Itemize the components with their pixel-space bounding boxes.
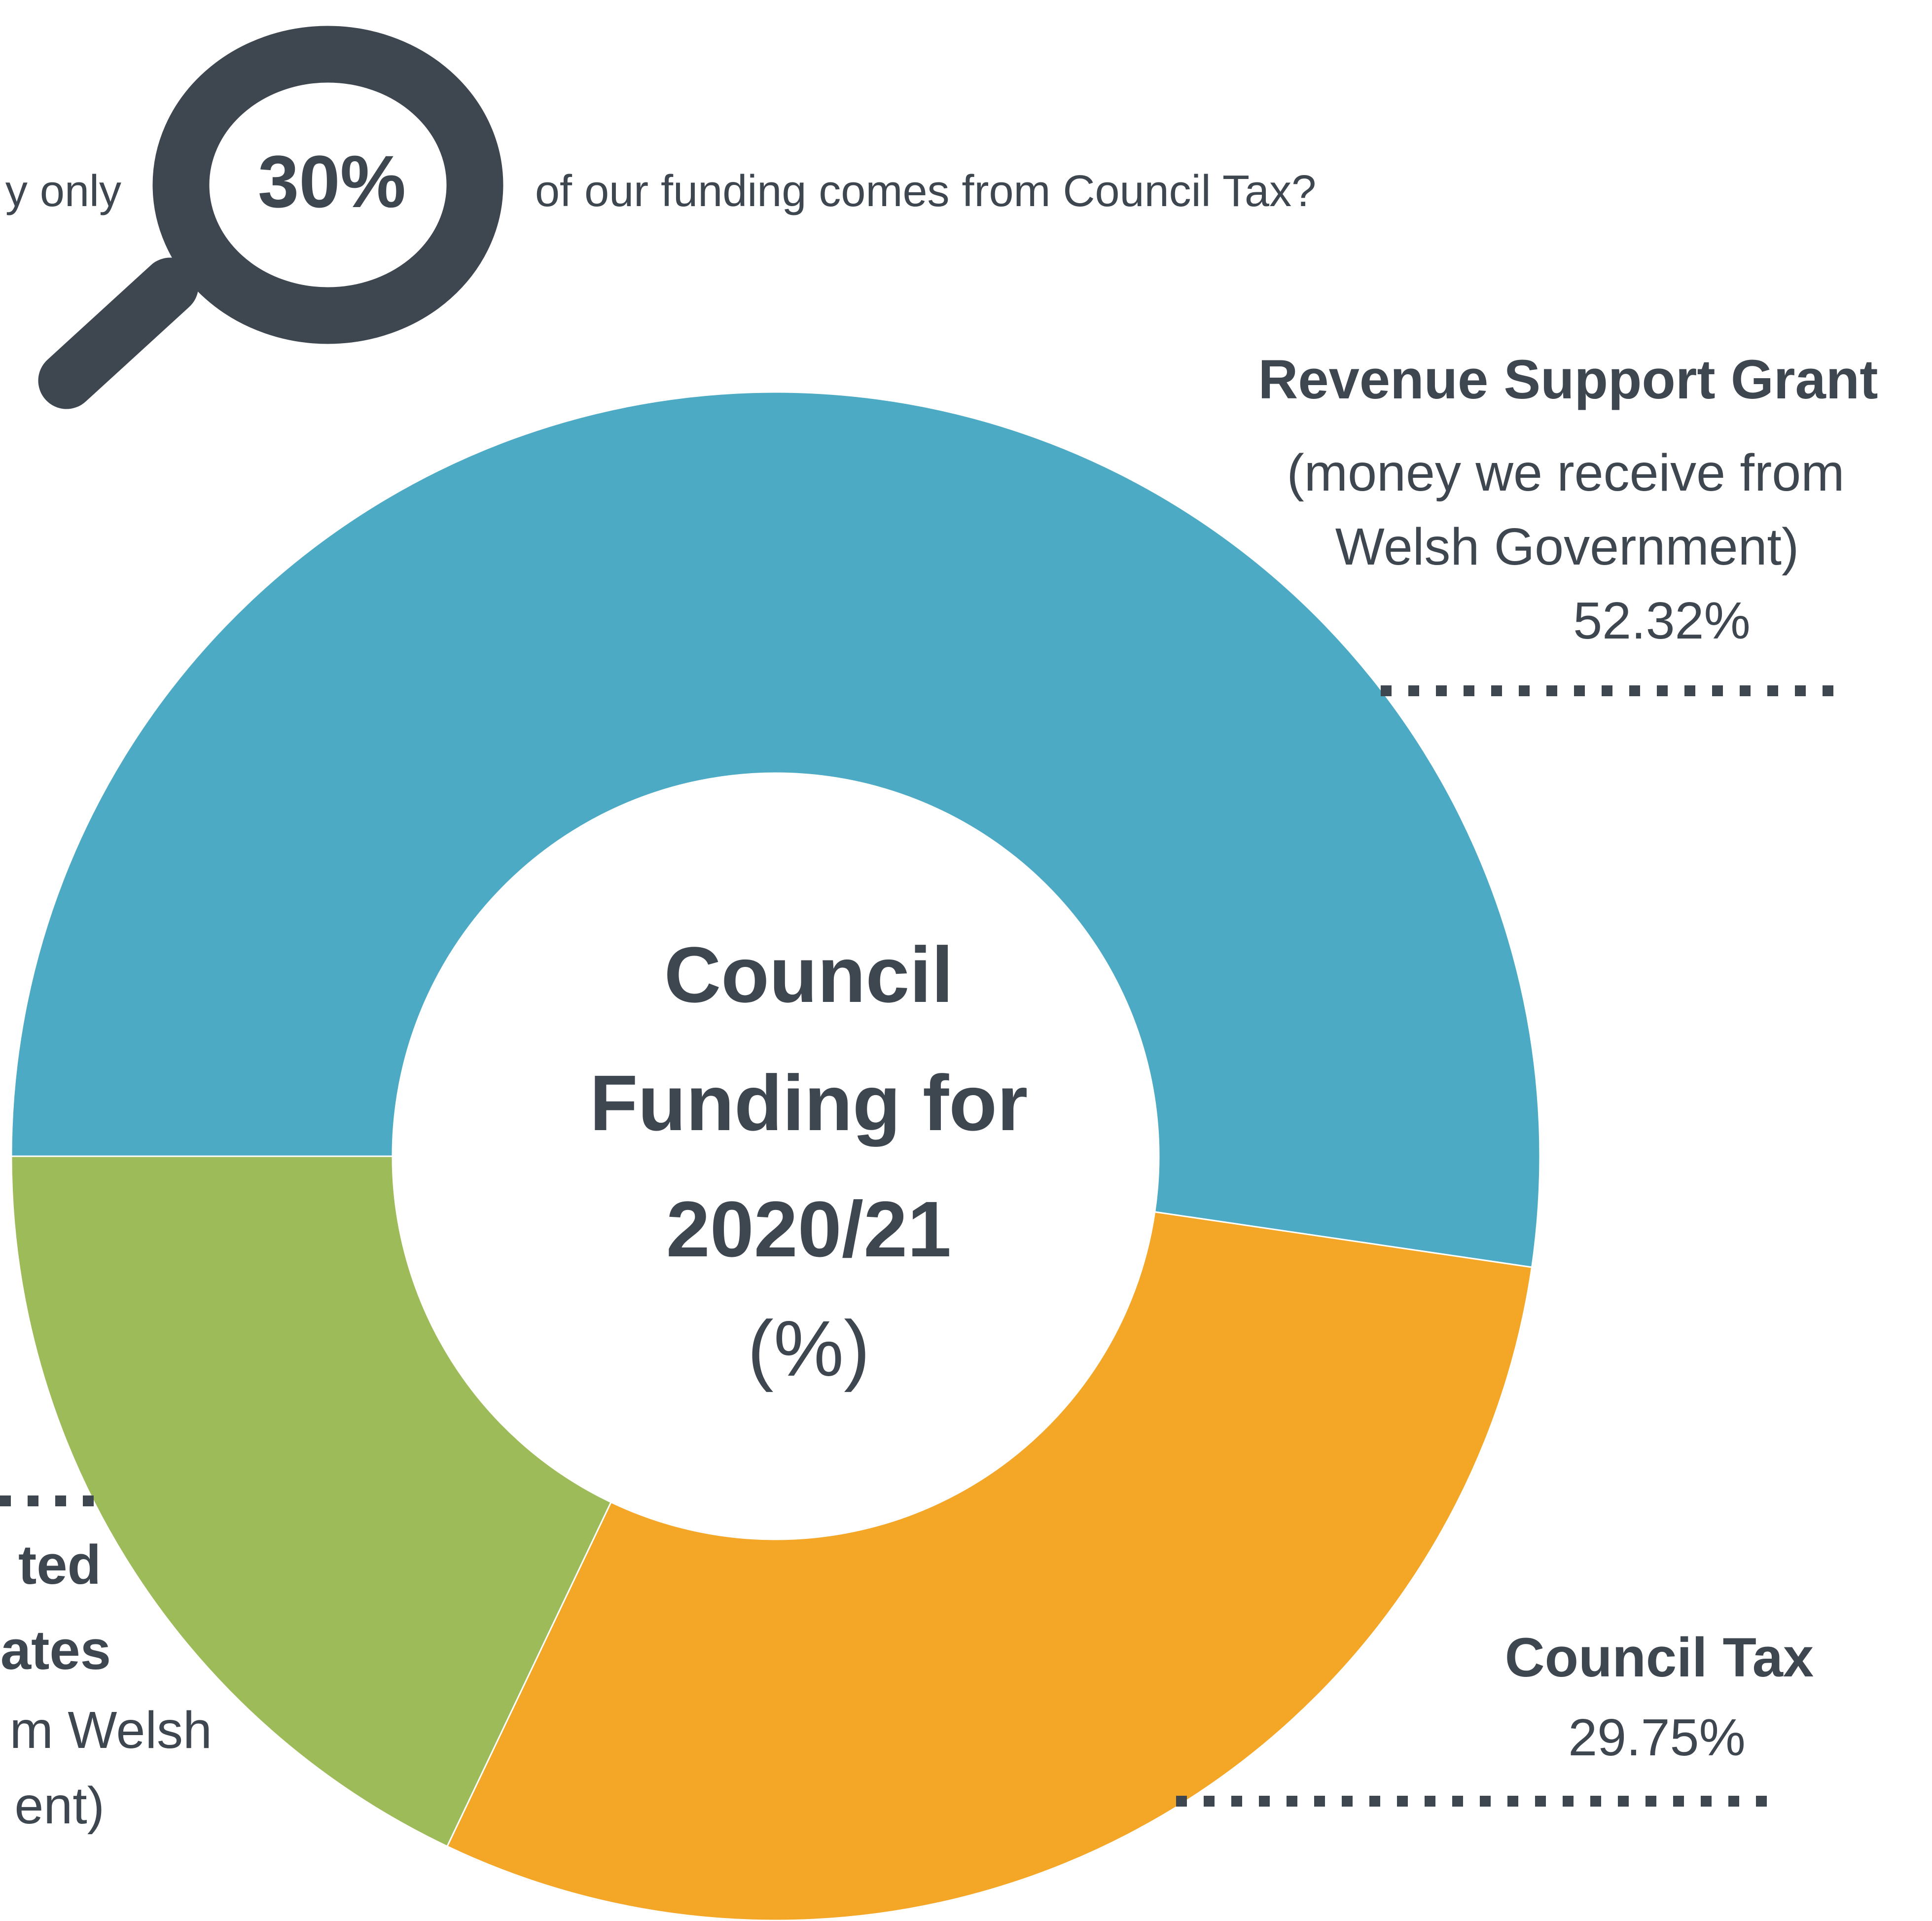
ndr-subtitle-line2: ent) <box>14 1777 105 1835</box>
donut-slice-revenue-support-grant <box>10 391 1541 1268</box>
banner-highlight: 30% <box>258 140 406 223</box>
donut-slice-council-tax <box>446 1211 1533 1921</box>
ndr-subtitle-line1: m Welsh <box>10 1701 212 1759</box>
ct-title: Council Tax <box>1505 1627 1814 1688</box>
rsg-subtitle-line2: Welsh Government) <box>1335 518 1799 576</box>
banner-suffix: of our funding comes from Council Tax? <box>535 167 1316 216</box>
ct-percentage: 29.75% <box>1568 1708 1746 1767</box>
center-unit: (%) <box>748 1304 870 1392</box>
magnifying-glass-icon <box>38 26 503 409</box>
banner-prefix: y only <box>5 167 121 216</box>
rsg-subtitle-line1: (money we receive from <box>1287 444 1844 502</box>
ndr-title-line1: ted <box>18 1534 101 1596</box>
donut-slice-non-domestic-rates <box>10 1155 612 1848</box>
rsg-percentage: 52.32% <box>1573 592 1751 650</box>
center-title-line1: Council <box>664 930 954 1019</box>
center-title-line3: 2020/21 <box>666 1185 951 1273</box>
donut-chart <box>10 391 1541 1921</box>
rsg-title: Revenue Support Grant <box>1258 349 1878 410</box>
center-title-line2: Funding for <box>590 1059 1028 1147</box>
ndr-title-line2: ates <box>0 1619 111 1681</box>
